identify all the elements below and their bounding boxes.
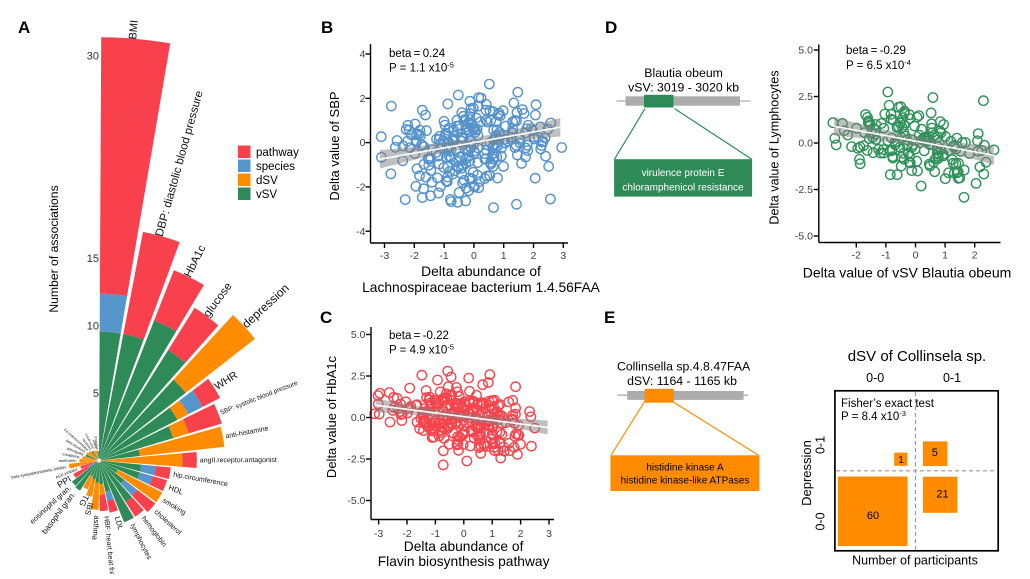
svg-text:-2: -2 [402,528,411,540]
svg-text:IBS: IBS [83,501,95,516]
svg-text:1: 1 [501,250,507,262]
svg-text:Delta value of HbA1c: Delta value of HbA1c [324,355,339,478]
svg-text:5.0: 5.0 [798,45,813,57]
svg-text:15: 15 [87,253,99,265]
svg-text:P = 1.1 x10-5: P = 1.1 x10-5 [389,61,454,75]
svg-text:-3: -3 [380,250,389,262]
svg-text:-1: -1 [439,250,448,262]
svg-text:5: 5 [93,388,99,400]
svg-text:0: 0 [913,250,919,262]
svg-text:E: E [604,308,615,327]
svg-text:0-1: 0-1 [943,371,961,385]
svg-text:A: A [18,18,30,37]
svg-text:mouth.ulcer: mouth.ulcer [84,433,96,451]
svg-text:1: 1 [942,250,948,262]
svg-text:3: 3 [546,528,552,540]
svg-text:0.0: 0.0 [798,138,813,150]
svg-text:2: 2 [531,250,537,262]
svg-text:beta = -0.29: beta = -0.29 [846,45,906,57]
svg-text:histidine kinase A: histidine kinase A [646,463,724,474]
svg-text:0: 0 [471,250,477,262]
svg-text:P = 4.9 x10-5: P = 4.9 x10-5 [389,343,454,357]
svg-text:creatinine: creatinine [62,451,81,459]
svg-text:beta = -0.22: beta = -0.22 [389,330,449,342]
svg-text:2: 2 [972,250,978,262]
svg-text:dSV: dSV [256,175,278,187]
svg-text:-3: -3 [374,528,383,540]
svg-text:P = 8.4 x10-3: P = 8.4 x10-3 [841,409,906,423]
svg-text:Delta abundance of: Delta abundance of [421,264,541,279]
svg-text:30: 30 [87,51,99,63]
svg-text:Delta value of Lymphocytes: Delta value of Lymphocytes [768,70,782,224]
svg-text:4: 4 [360,49,366,61]
svg-text:virulence protein E: virulence protein E [642,168,725,179]
svg-text:B: B [321,18,333,37]
svg-text:1: 1 [898,455,904,466]
svg-text:Collinsella sp.4.8.47FAA: Collinsella sp.4.8.47FAA [617,360,751,374]
svg-text:D: D [605,18,617,37]
svg-text:vSV: 3019 - 3020 kb: vSV: 3019 - 3020 kb [628,81,739,95]
svg-text:arthropatia: arthropatia [66,447,85,457]
svg-text:species: species [256,161,295,173]
svg-text:TG: TG [77,493,91,508]
svg-text:Fisher’s exact test: Fisher’s exact test [841,398,935,410]
svg-text:1: 1 [489,528,495,540]
svg-text:5: 5 [932,447,938,459]
svg-text:-5.0: -5.0 [347,495,365,507]
svg-text:3: 3 [560,250,566,262]
svg-text:BMI: BMI [127,20,141,41]
svg-text:-5.0: -5.0 [795,231,813,243]
svg-text:beta = 0.24: beta = 0.24 [389,48,446,60]
svg-text:-4: -4 [356,226,365,238]
svg-text:dSV of Collinsela sp.: dSV of Collinsela sp. [848,348,986,365]
svg-text:2.5: 2.5 [351,371,366,383]
svg-text:Number of associations: Number of associations [47,185,61,312]
svg-text:Depression: Depression [799,440,814,506]
svg-text:10: 10 [87,321,99,333]
svg-text:LDL: LDL [113,515,125,531]
svg-text:0-0: 0-0 [866,371,884,385]
svg-text:Flavin biosynthesis pathway: Flavin biosynthesis pathway [378,554,550,569]
svg-text:0: 0 [360,137,366,149]
svg-text:statine: statine [92,439,99,449]
svg-text:-1: -1 [431,528,440,540]
svg-text:0: 0 [461,528,467,540]
svg-text:-2.5: -2.5 [347,454,365,466]
svg-text:dSV: 1164 - 1165 kb: dSV: 1164 - 1165 kb [627,374,737,388]
svg-text:metformin: metformin [59,458,77,463]
svg-text:pathway: pathway [256,147,299,159]
svg-text:asthma: asthma [90,515,101,541]
svg-text:Delta abundance of: Delta abundance of [404,539,524,554]
svg-text:-2: -2 [356,182,365,194]
svg-text:-2.5: -2.5 [795,184,813,196]
svg-text:0.0: 0.0 [351,412,366,424]
svg-text:Number of participants: Number of participants [852,554,978,568]
svg-text:laxatives: laxatives [81,438,92,451]
svg-text:Delta value of SBP: Delta value of SBP [327,91,342,200]
svg-text:C: C [320,308,332,327]
svg-text:vSV: vSV [256,189,277,201]
svg-text:Lachnospiraceae bacterium 1.4.: Lachnospiraceae bacterium 1.4.56FAA [362,280,601,295]
svg-text:21: 21 [936,489,948,501]
svg-text:chloramphenicol resistance: chloramphenicol resistance [622,183,744,194]
svg-text:0-0: 0-0 [814,512,828,530]
svg-text:Blautia obeum: Blautia obeum [644,66,723,80]
svg-text:60: 60 [867,510,879,522]
svg-text:vitamin.D: vitamin.D [93,435,98,449]
svg-text:-1: -1 [881,250,890,262]
svg-text:P = 6.5 x10-4: P = 6.5 x10-4 [846,58,911,72]
svg-text:histidine kinase-like ATPases: histidine kinase-like ATPases [621,476,750,487]
svg-text:Delta value of vSV Blautia obe: Delta value of vSV Blautia obeum [803,265,1012,281]
svg-text:2: 2 [518,528,524,540]
svg-text:2.5: 2.5 [798,91,813,103]
svg-text:2: 2 [360,93,366,105]
svg-text:-2: -2 [410,250,419,262]
svg-text:0-1: 0-1 [814,436,828,454]
svg-text:5.0: 5.0 [351,329,366,341]
svg-text:-2: -2 [852,250,861,262]
svg-text:angII.receptor.antagonist: angII.receptor.antagonist [200,457,277,464]
